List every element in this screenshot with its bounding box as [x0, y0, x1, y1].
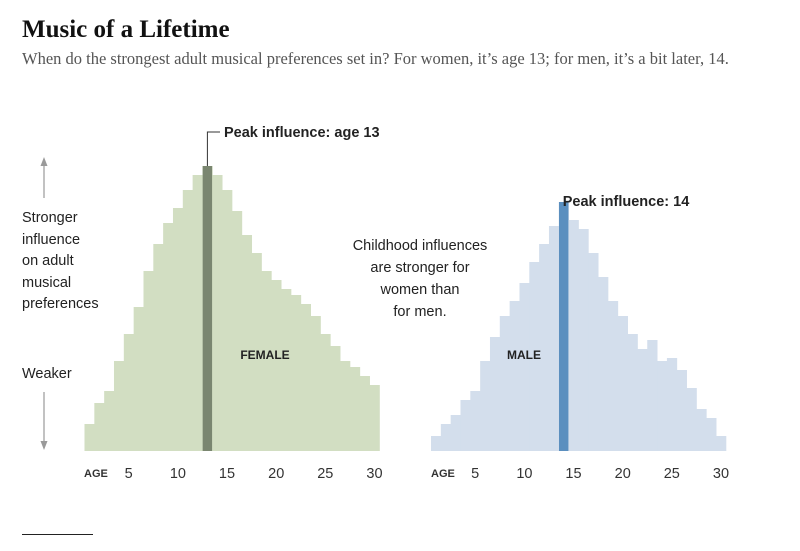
female-bar: [222, 190, 233, 451]
stronger-label-line: preferences: [22, 296, 99, 312]
y-annotation: Stronger influence on adult musical pref…: [22, 157, 99, 450]
female-bar: [261, 271, 272, 451]
female-bar: [113, 361, 125, 451]
female-bar: [300, 304, 311, 451]
male-tick-label: 15: [565, 466, 581, 482]
male-peak-label: Peak influence: 14: [563, 194, 690, 210]
male-bar: [657, 361, 668, 451]
male-tick-label: 25: [664, 466, 680, 482]
female-bar: [369, 385, 380, 451]
female-bar: [241, 235, 253, 451]
male-bar: [578, 229, 589, 451]
female-bar: [123, 334, 135, 451]
male-bar: [450, 415, 461, 451]
male-tick-label: 10: [516, 466, 532, 482]
female-bar: [310, 316, 321, 451]
male-bar: [509, 301, 520, 451]
male-tick-label: 20: [615, 466, 631, 482]
female-bar: [172, 208, 184, 451]
male-bar: [696, 409, 707, 451]
female-tick-label: 30: [366, 466, 382, 482]
female-bar: [84, 424, 95, 451]
female-chart: Peak influence: age 13 FEMALE AGE 5 10 15 20 25…: [84, 125, 383, 482]
middle-note: Childhood influences are stronger for wo…: [353, 238, 488, 320]
male-bar: [539, 244, 550, 451]
male-bar: [548, 226, 560, 451]
female-tick-label: 5: [125, 466, 133, 482]
male-bar: [499, 316, 511, 451]
up-arrow-icon: [40, 157, 48, 166]
male-bar: [617, 316, 628, 451]
female-bar: [320, 334, 331, 451]
male-bar: [637, 349, 648, 451]
male-tick-label: 30: [713, 466, 729, 482]
female-bar: [163, 223, 174, 451]
female-bar: [251, 253, 262, 451]
male-bar: [568, 220, 579, 451]
male-bar: [460, 400, 471, 451]
male-bar: [716, 436, 727, 451]
weaker-label: Weaker: [22, 366, 72, 382]
male-bar: [480, 361, 491, 451]
male-bar: [598, 277, 609, 451]
female-bar: [133, 307, 144, 451]
male-bar: [588, 253, 599, 451]
middle-note-line: Childhood influences: [353, 238, 488, 254]
middle-note-line: for men.: [393, 304, 446, 320]
female-tick-label: 20: [268, 466, 284, 482]
stronger-label-line: on adult: [22, 253, 74, 269]
male-bar: [489, 337, 501, 451]
male-axis-label: AGE: [431, 468, 455, 480]
male-panel-label: MALE: [507, 348, 541, 362]
male-bar: [676, 370, 687, 451]
middle-note-line: women than: [380, 282, 460, 298]
male-bar: [529, 262, 540, 451]
female-bar: [231, 211, 243, 451]
male-tick-label: 5: [471, 466, 479, 482]
middle-note-line: are stronger for: [370, 260, 469, 276]
female-bar: [359, 376, 370, 451]
female-panel-label: FEMALE: [240, 348, 289, 362]
female-bar: [340, 361, 351, 451]
stronger-label-line: influence: [22, 232, 80, 248]
female-bar: [104, 391, 115, 451]
female-tick-label: 10: [170, 466, 186, 482]
female-bar: [153, 244, 164, 451]
female-bar: [192, 175, 203, 451]
female-tick-label: 15: [219, 466, 235, 482]
female-tick-label: 25: [317, 466, 333, 482]
male-bar: [627, 334, 638, 451]
male-bar: [706, 418, 717, 451]
female-bar: [290, 295, 302, 451]
male-bar: [666, 358, 678, 451]
chart-title: Music of a Lifetime: [22, 16, 230, 43]
stronger-label-line: Stronger: [22, 210, 78, 226]
chart-subtitle: When do the strongest adult musical pref…: [22, 49, 729, 68]
male-bar: [431, 436, 442, 451]
female-bar: [94, 403, 105, 451]
female-bar: [349, 367, 361, 451]
female-peak-bar: [202, 166, 213, 451]
male-bar: [470, 391, 481, 451]
female-bar: [330, 346, 341, 451]
male-peak-bar: [558, 202, 569, 451]
male-bar: [519, 283, 530, 451]
female-bar: [281, 289, 292, 451]
stronger-label-line: musical: [22, 275, 71, 291]
down-arrow-icon: [40, 441, 48, 450]
female-bar: [271, 280, 282, 451]
male-chart: Peak influence: 14 MALE AGE 5 10 15 20 25 30: [431, 194, 729, 482]
male-bar: [686, 388, 697, 451]
female-bar: [212, 175, 223, 451]
male-bar: [647, 340, 658, 451]
bottom-rule: [22, 534, 93, 535]
male-bar: [607, 301, 619, 451]
female-peak-label: Peak influence: age 13: [224, 125, 380, 141]
female-bar: [143, 271, 154, 451]
female-bar: [182, 190, 194, 451]
female-axis-label: AGE: [84, 468, 108, 480]
female-peak-leader: [206, 131, 220, 166]
male-bar: [440, 424, 452, 451]
